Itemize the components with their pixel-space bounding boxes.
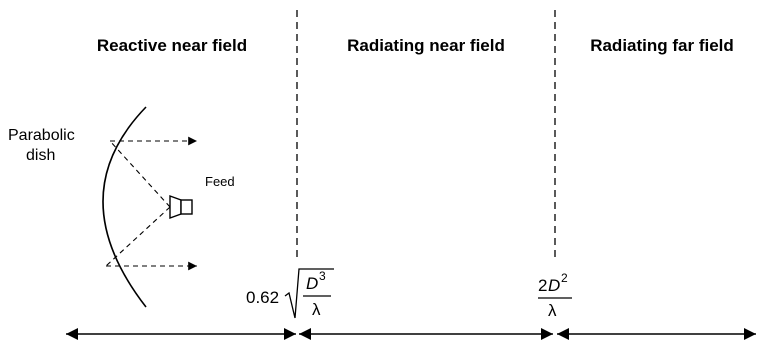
- formula-2-numerator-exponent: 2: [561, 271, 568, 285]
- boundary-2-formula: 2 D 2 λ: [538, 271, 572, 320]
- formula-2-denominator: λ: [548, 301, 557, 320]
- formula-1-numerator-exponent: 3: [319, 269, 326, 283]
- region-title-reactive-near-field: Reactive near field: [97, 36, 247, 55]
- dish-label-line1: Parabolic: [8, 127, 75, 144]
- formula-1-sqrt-sign: [284, 268, 334, 319]
- ray-feed-to-dish-bottom: [105, 206, 171, 267]
- boundary-1-formula: 0.62 D 3 λ: [246, 268, 334, 319]
- feed-horn-icon: [169, 195, 193, 219]
- formula-2-numerator-prefix: 2: [538, 276, 547, 295]
- dish-label-line2: dish: [26, 147, 55, 164]
- formula-1-coefficient: 0.62: [246, 288, 279, 307]
- formula-2-numerator-base: D: [548, 276, 560, 295]
- feed-label: Feed: [205, 174, 235, 189]
- parabolic-dish-reflector: [102, 106, 147, 308]
- formula-1-numerator-base: D: [306, 274, 318, 293]
- region-title-radiating-near-field: Radiating near field: [347, 36, 505, 55]
- formula-1-denominator: λ: [312, 300, 321, 319]
- region-title-radiating-far-field: Radiating far field: [590, 36, 734, 55]
- ray-feed-to-dish-top: [109, 140, 171, 208]
